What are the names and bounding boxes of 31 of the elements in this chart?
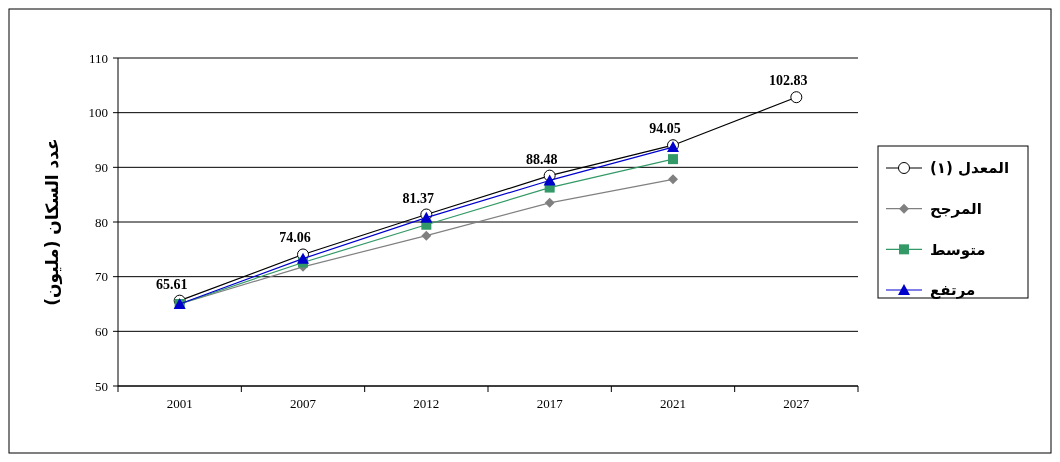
data-label: 65.61 [155, 276, 188, 292]
data-label: 81.37 [402, 190, 435, 206]
y-tick-label: 90 [95, 159, 108, 175]
point [543, 174, 556, 186]
y-tick-label: 70 [95, 269, 108, 285]
x-tick-label: 2001 [166, 396, 193, 411]
x-tick-label: 2021 [660, 396, 686, 411]
point [668, 154, 678, 165]
x-tick-label: 2007 [290, 396, 317, 411]
point [790, 91, 803, 104]
y-axis-title: عدد السكان (مليون) [42, 138, 63, 306]
x-tick-label: 2017 [536, 396, 564, 411]
data-label: 94.05 [649, 121, 681, 137]
x-tick-label: 2012 [413, 396, 440, 411]
data-label: 74.06 [279, 230, 311, 246]
legend-label: المعدل (١) [930, 159, 1010, 178]
legend-label: متوسط [930, 240, 986, 259]
y-tick-label: 80 [95, 214, 108, 230]
y-tick-label: 110 [88, 50, 108, 66]
y-tick-label: 100 [88, 105, 108, 121]
y-tick-label: 50 [95, 378, 108, 394]
data-label: 88.48 [525, 151, 558, 167]
point [297, 252, 309, 264]
legend-label: مرتفع [930, 281, 976, 300]
x-tick-label: 2027 [783, 396, 810, 411]
data-label: 102.83 [769, 73, 808, 89]
point [421, 230, 432, 241]
point [668, 174, 678, 185]
y-tick-label: 60 [95, 323, 108, 339]
point [544, 197, 555, 208]
legend-label: المرجح [930, 199, 982, 218]
